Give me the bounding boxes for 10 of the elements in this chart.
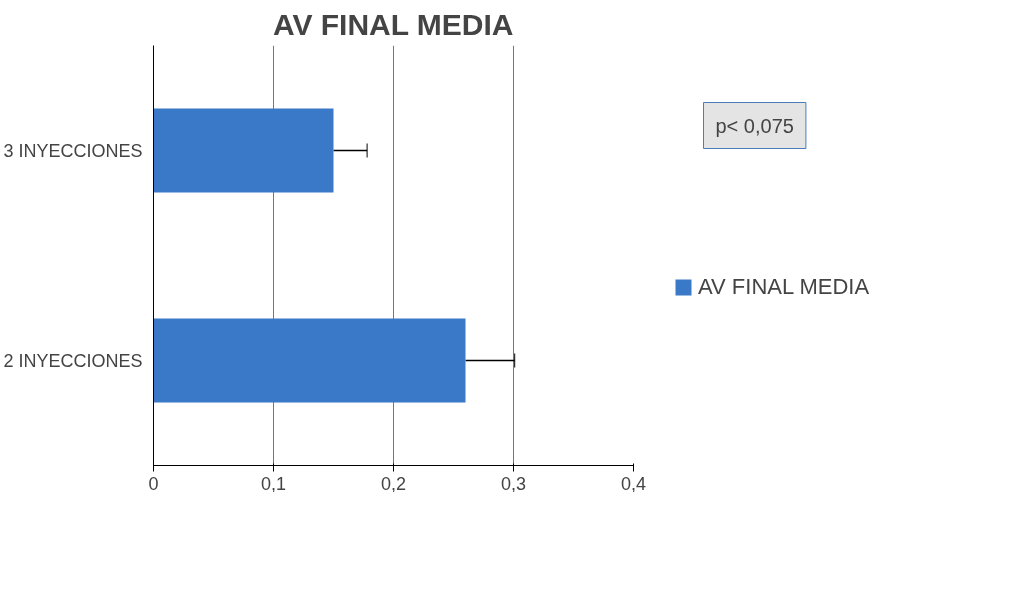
y-tick-label: 2 INYECCIONES	[3, 350, 143, 371]
x-tick-label: 0,3	[500, 473, 527, 494]
chart-title: AV FINAL MEDIA	[272, 7, 514, 41]
x-tick-label: 0,4	[620, 473, 647, 494]
y-tick-label: 3 INYECCIONES	[3, 140, 143, 161]
legend-label: AV FINAL MEDIA	[698, 273, 870, 300]
x-tick-label: 0,1	[260, 473, 287, 494]
x-tick-label: 0,2	[380, 473, 407, 494]
x-tick-label: 0	[148, 473, 159, 494]
text: p< 0,075	[715, 114, 794, 137]
